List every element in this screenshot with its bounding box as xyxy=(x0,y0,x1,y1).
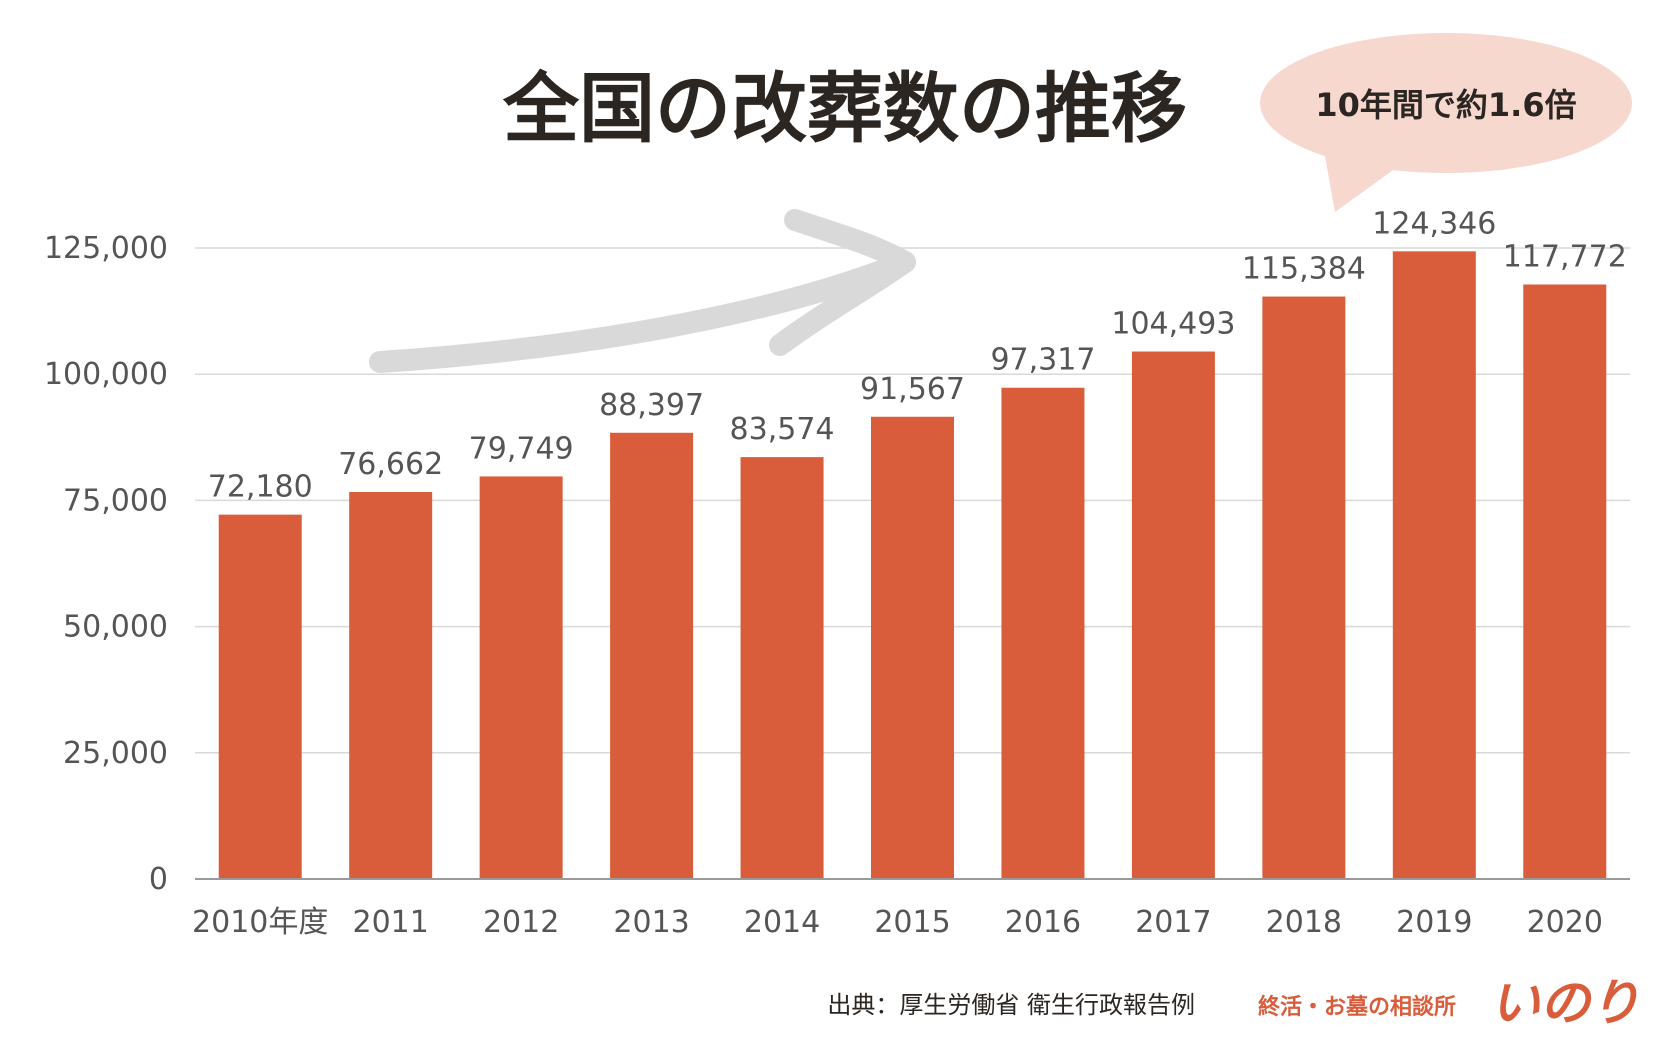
x-tick-label: 2016 xyxy=(1005,905,1081,940)
bars xyxy=(218,251,1607,879)
brand-logo: 終活・お墓の相談所 いのり xyxy=(1258,973,1640,1032)
source-note: 出典：厚生労働省 衛生行政報告例 xyxy=(827,991,1195,1019)
y-tick-label: 125,000 xyxy=(44,231,168,266)
x-tick-label: 2012 xyxy=(483,905,559,940)
y-tick-label: 75,000 xyxy=(63,483,168,518)
bar xyxy=(479,476,563,879)
data-label: 104,493 xyxy=(1111,307,1235,342)
data-label: 79,749 xyxy=(469,431,574,466)
x-tick-label: 2015 xyxy=(874,905,950,940)
bar xyxy=(1001,387,1085,879)
data-label: 88,397 xyxy=(599,388,704,423)
bar xyxy=(1523,284,1607,879)
x-tick-label: 2013 xyxy=(613,905,689,940)
callout-text: 10年間で約1.6倍 xyxy=(1315,86,1576,124)
data-label: 115,384 xyxy=(1242,252,1366,287)
x-tick-label: 2019 xyxy=(1396,905,1472,940)
bar xyxy=(1262,296,1346,879)
data-label: 117,772 xyxy=(1503,239,1627,274)
callout-bubble: 10年間で約1.6倍 xyxy=(1260,33,1632,212)
trend-arrow-icon xyxy=(369,209,916,373)
y-tick-label: 0 xyxy=(149,862,168,897)
data-labels: 72,180 76,662 79,749 88,397 83,574 91,567 97,3… xyxy=(208,206,1627,504)
data-label: 97,317 xyxy=(990,343,1095,378)
data-label: 76,662 xyxy=(338,447,443,482)
x-tick-label: 2014 xyxy=(744,905,820,940)
data-label: 124,346 xyxy=(1372,206,1496,241)
bar xyxy=(871,416,954,879)
callout-shape xyxy=(1260,33,1632,173)
bar xyxy=(1131,351,1215,879)
data-label: 72,180 xyxy=(208,470,313,505)
y-tick-label: 25,000 xyxy=(63,736,168,771)
bar xyxy=(349,492,433,879)
y-axis: 0 25,000 50,000 75,000 100,000 125,000 xyxy=(44,231,168,897)
chart-title: 全国の改葬数の推移 xyxy=(502,64,1187,153)
x-tick-label: 2011 xyxy=(353,905,429,940)
x-tick-label: 2018 xyxy=(1266,905,1342,940)
data-label: 91,567 xyxy=(860,372,965,407)
callout-tail xyxy=(1322,140,1400,212)
bar xyxy=(1392,251,1476,879)
bar xyxy=(218,514,302,879)
y-tick-label: 100,000 xyxy=(44,357,168,392)
brand-tagline: 終活・お墓の相談所 xyxy=(1258,994,1456,1020)
x-tick-label: 2020 xyxy=(1527,905,1603,940)
y-tick-label: 50,000 xyxy=(63,610,168,645)
x-axis: 2010年度 2011 2012 2013 2014 2015 2016 2017 2018 20… xyxy=(192,905,1603,940)
x-tick-label: 2010年度 xyxy=(192,905,328,940)
bar xyxy=(740,457,824,879)
bar xyxy=(610,432,694,879)
data-label: 83,574 xyxy=(730,412,835,447)
x-tick-label: 2017 xyxy=(1135,905,1211,940)
brand-name: いのり xyxy=(1490,973,1640,1032)
